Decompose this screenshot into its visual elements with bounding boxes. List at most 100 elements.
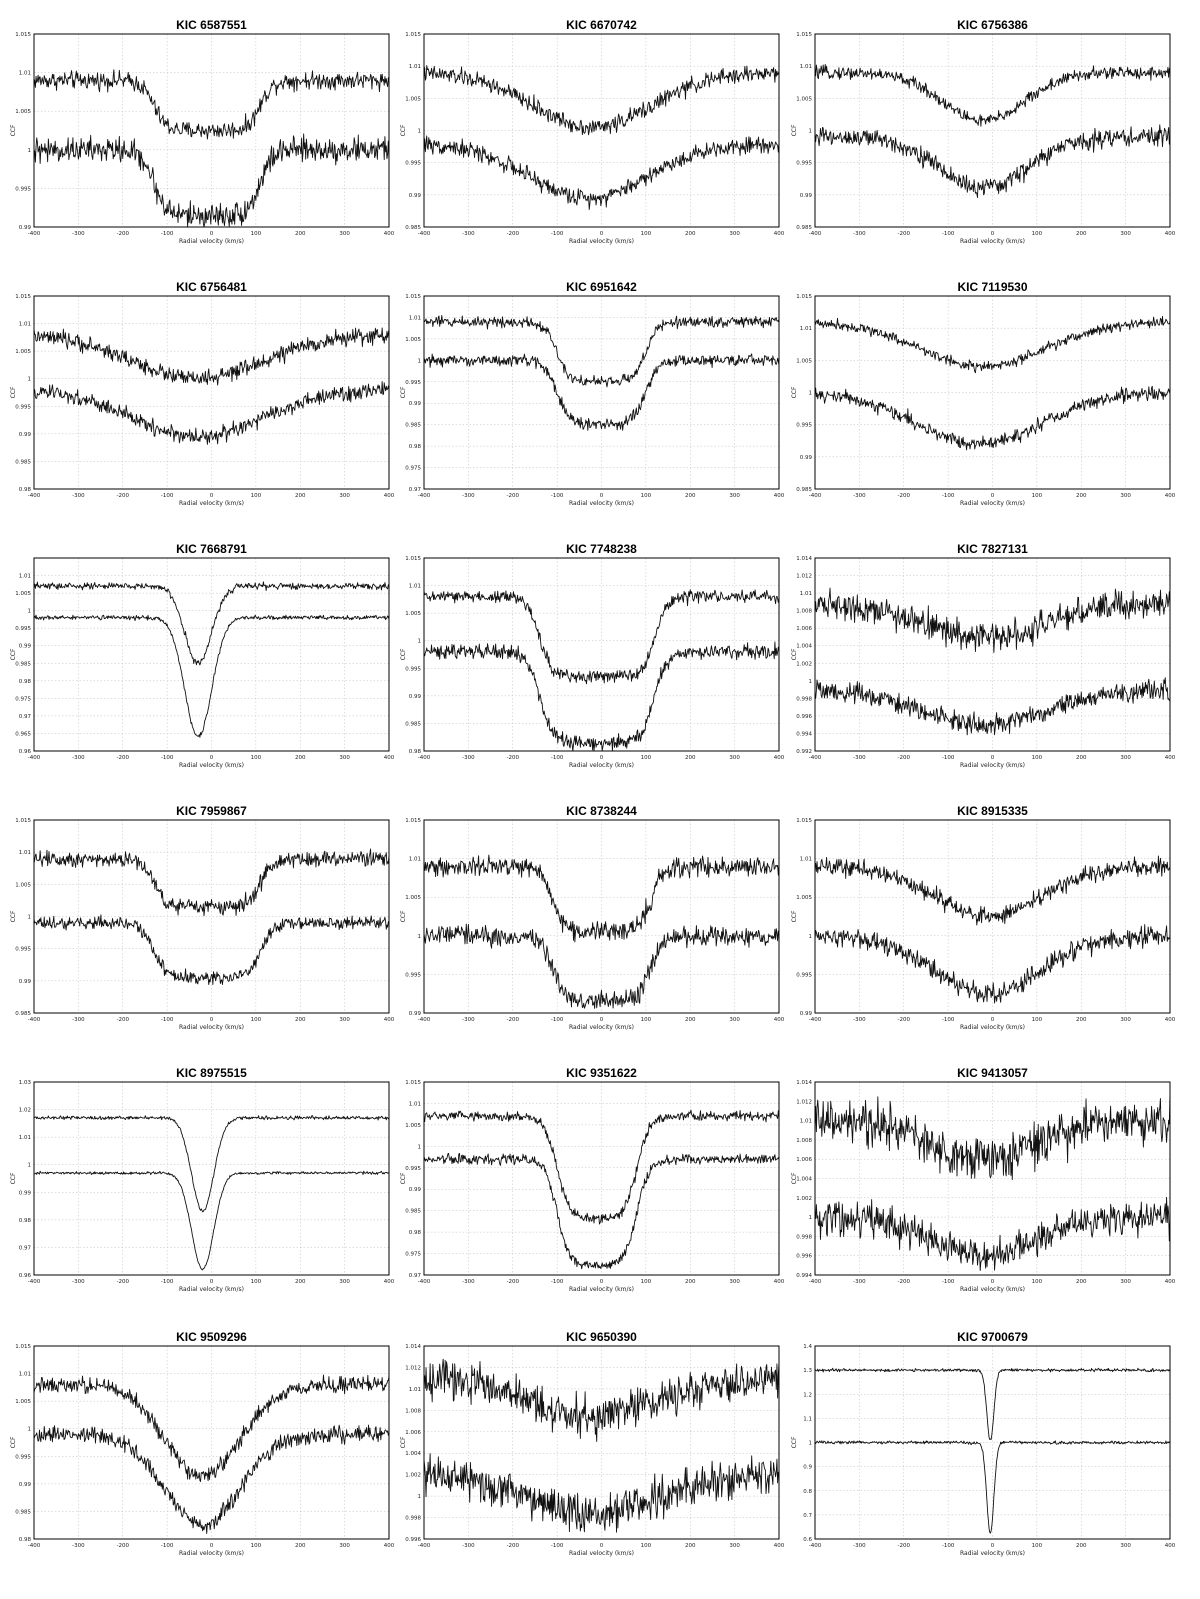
y-axis-label: CCF <box>10 124 17 136</box>
x-tick-label: 300 <box>1120 755 1131 761</box>
x-tick-label: -300 <box>72 493 85 499</box>
x-tick-label: -200 <box>507 1279 520 1285</box>
y-tick-label: 1.005 <box>15 349 31 355</box>
x-tick-label: -100 <box>942 1279 955 1285</box>
x-axis-label: Radial velocity (km/s) <box>960 500 1025 507</box>
x-tick-label: -200 <box>507 493 520 499</box>
x-axis-label: Radial velocity (km/s) <box>960 1286 1025 1293</box>
x-tick-label: 100 <box>251 1279 262 1285</box>
ccf-chart: KIC 9650390 -400 -300 -200 -100 0 100 200 300 400… <box>400 1330 785 1557</box>
x-tick-label: 400 <box>774 231 785 237</box>
ccf-series-upper <box>423 314 780 388</box>
ccf-series-upper <box>33 581 390 666</box>
x-tick-label: -100 <box>942 231 955 237</box>
ccf-panel: KIC 7959867 -400 -300 -200 -100 0 100 200 300 400… <box>6 802 396 1064</box>
ccf-chart: KIC 7959867 -400 -300 -200 -100 0 100 200 300 400… <box>10 804 395 1031</box>
x-tick-label: 400 <box>1165 1279 1176 1285</box>
y-tick-label: 1.012 <box>796 1099 812 1105</box>
y-tick-label: 0.985 <box>796 487 812 493</box>
x-axis-label: Radial velocity (km/s) <box>179 762 244 769</box>
y-axis-label: CCF <box>10 386 17 398</box>
y-tick-label: 0.985 <box>405 225 421 231</box>
x-tick-label: 200 <box>685 1017 696 1023</box>
x-tick-label: 400 <box>384 755 395 761</box>
x-tick-label: -400 <box>418 1017 431 1023</box>
x-tick-label: -300 <box>72 1017 85 1023</box>
x-axis-label: Radial velocity (km/s) <box>960 762 1025 769</box>
ccf-panel: KIC 7748238 -400 -300 -200 -100 0 100 200 300 400… <box>396 540 786 802</box>
y-tick-label: 1.01 <box>19 574 31 580</box>
y-tick-label: 1 <box>418 1144 422 1150</box>
chart-title: KIC 8738244 <box>566 804 637 818</box>
x-tick-label: -200 <box>507 231 520 237</box>
x-tick-label: -200 <box>117 1017 130 1023</box>
ccf-panel: KIC 9509296 -400 -300 -200 -100 0 100 200 300 400… <box>6 1328 396 1590</box>
plot-frame <box>33 1345 390 1540</box>
x-tick-label: 400 <box>774 1279 785 1285</box>
y-tick-label: 1.01 <box>19 1135 31 1141</box>
y-tick-label: 0.96 <box>19 749 32 755</box>
ccf-chart: KIC 8975515 -400 -300 -200 -100 0 100 200 300 400… <box>10 1066 395 1293</box>
x-tick-label: 200 <box>295 231 306 237</box>
y-axis-label: CCF <box>10 1436 17 1448</box>
y-tick-label: 1.01 <box>409 64 421 70</box>
x-tick-label: 200 <box>685 755 696 761</box>
y-tick-label: 1.012 <box>796 574 812 580</box>
y-tick-label: 1.008 <box>796 1138 812 1144</box>
x-tick-label: -300 <box>72 231 85 237</box>
x-tick-label: 0 <box>210 1543 214 1549</box>
x-tick-label: -100 <box>551 1279 564 1285</box>
x-tick-label: 400 <box>774 1543 785 1549</box>
x-tick-label: 200 <box>1076 493 1087 499</box>
plot-frame <box>814 557 1171 752</box>
ccf-panel: KIC 9351622 -400 -300 -200 -100 0 100 200 300 400… <box>396 1064 786 1326</box>
y-tick-label: 0.985 <box>15 459 31 465</box>
ccf-series-lower <box>814 124 1171 198</box>
x-tick-label: -200 <box>117 231 130 237</box>
x-axis-label: Radial velocity (km/s) <box>960 238 1025 245</box>
y-tick-label: 0.995 <box>405 666 421 672</box>
x-tick-label: -200 <box>117 1279 130 1285</box>
ccf-series-upper <box>814 855 1171 926</box>
y-axis-label: CCF <box>791 124 798 136</box>
x-tick-label: -300 <box>462 1017 475 1023</box>
x-tick-label: 400 <box>1165 493 1176 499</box>
x-tick-label: -200 <box>898 1543 911 1549</box>
y-tick-label: 0.998 <box>405 1516 421 1522</box>
plot-frame <box>423 557 780 752</box>
x-tick-label: -300 <box>462 755 475 761</box>
chart-title: KIC 9700679 <box>957 1330 1028 1344</box>
y-tick-label: 0.995 <box>405 1166 421 1172</box>
x-axis-label: Radial velocity (km/s) <box>569 238 634 245</box>
y-tick-label: 0.96 <box>19 1273 32 1279</box>
x-tick-label: 0 <box>600 231 604 237</box>
y-tick-label: 1.01 <box>409 584 421 590</box>
chart-title: KIC 6756481 <box>176 280 247 294</box>
y-tick-label: 1.2 <box>803 1392 812 1398</box>
x-axis-label: Radial velocity (km/s) <box>569 1286 634 1293</box>
y-tick-label: 0.97 <box>409 487 422 493</box>
y-tick-label: 1 <box>28 915 32 921</box>
y-tick-label: 0.995 <box>15 404 31 410</box>
y-tick-label: 0.99 <box>19 432 32 438</box>
y-tick-label: 1.005 <box>15 1399 31 1405</box>
x-tick-label: -100 <box>551 1543 564 1549</box>
y-tick-label: 0.985 <box>405 721 421 727</box>
y-tick-label: 1.015 <box>796 294 812 300</box>
ccf-panel: KIC 6951642 -400 -300 -200 -100 0 100 200 300 400… <box>396 278 786 540</box>
x-tick-label: -100 <box>942 493 955 499</box>
x-tick-label: -200 <box>507 1017 520 1023</box>
y-tick-label: 1.012 <box>405 1365 421 1371</box>
ccf-series-upper <box>814 1092 1171 1181</box>
x-tick-label: -400 <box>28 1017 41 1023</box>
y-axis-label: CCF <box>400 648 407 660</box>
ccf-panel: KIC 8738244 -400 -300 -200 -100 0 100 200 300 400… <box>396 802 786 1064</box>
ccf-series-lower <box>814 677 1171 736</box>
x-tick-label: -300 <box>462 493 475 499</box>
x-tick-label: 300 <box>339 493 350 499</box>
x-tick-label: 300 <box>729 493 740 499</box>
x-tick-label: 0 <box>600 1017 604 1023</box>
x-tick-label: 300 <box>1120 1017 1131 1023</box>
x-tick-label: 0 <box>991 231 995 237</box>
